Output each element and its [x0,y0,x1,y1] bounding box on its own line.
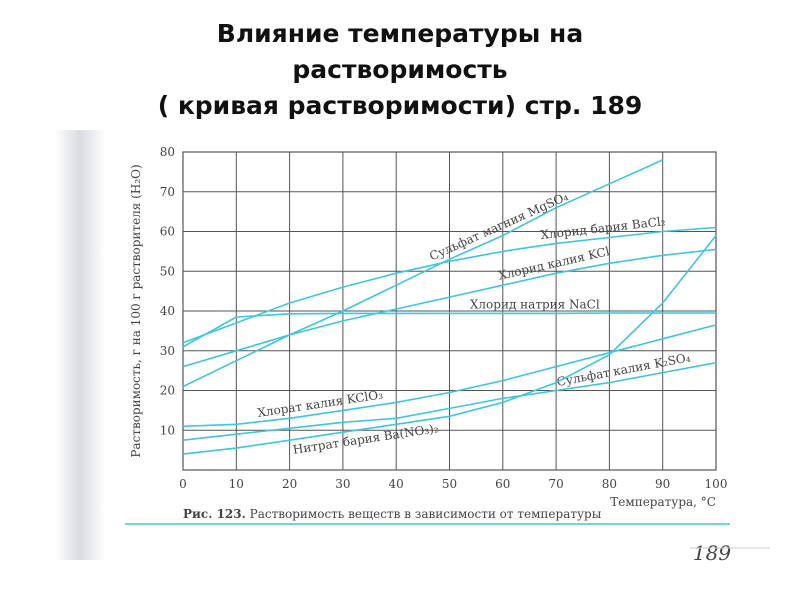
x-axis-label: Температура, °С [610,495,716,509]
caption-text: Растворимость веществ в зависимости от т… [250,507,602,521]
x-tick-label: 100 [705,477,728,491]
y-tick-label: 30 [160,344,175,358]
title-line: Влияние температуры на [217,19,583,48]
x-tick-label: 50 [442,477,457,491]
y-tick-label: 20 [160,384,175,398]
curve-label: Сульфат калия K₂SO₄ [556,350,692,389]
x-tick-label: 90 [655,477,670,491]
series-line [182,159,664,388]
series-line [182,361,717,441]
x-tick-label: 30 [335,477,350,491]
chart: 0 10 20 30 40 50 60 70 80 90 100 10 20 30 40 50 60 70 80 Те… [129,145,727,509]
caption-label: Рис. 123. [183,507,246,521]
y-axis-label: Растворимость, г на 100 г растворителя (… [129,164,143,457]
curve-label: Хлорид натрия NaCl [470,297,600,311]
curve-label: Нитрат бария Ba(NO₃)₂ [292,421,440,457]
x-tick-label: 60 [495,477,510,491]
x-tick-label: 10 [229,477,244,491]
x-tick-label: 0 [179,477,187,491]
x-tick-label: 70 [548,477,563,491]
caption: Рис. 123. Растворимость веществ в зависи… [183,507,602,521]
page-shade [55,130,105,560]
series-line [182,312,716,348]
y-tick-label: 50 [160,264,175,278]
y-tick-label: 10 [160,423,175,437]
y-tick-label: 80 [160,145,175,159]
title-line: ( кривая растворимости) стр. 189 [158,91,643,120]
x-tick-label: 80 [602,477,617,491]
y-tick-label: 70 [160,185,175,199]
series-line [182,226,717,344]
y-tick-label: 40 [160,304,175,318]
y-tick-label: 60 [160,225,175,239]
curve-label: Хлорат калия KClO₃ [256,387,384,420]
x-tick-label: 40 [389,477,404,491]
x-tick-label: 20 [282,477,297,491]
title-line: растворимость [292,55,507,84]
series-line [182,324,717,428]
page-number: 189 [693,541,731,565]
series-line [182,248,717,368]
series-line [182,235,717,455]
